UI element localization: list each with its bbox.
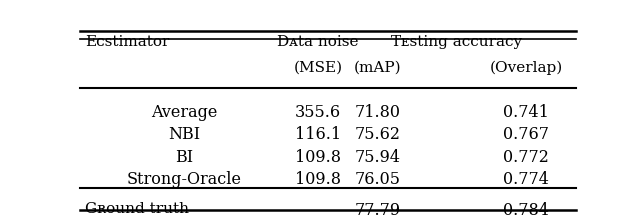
Text: 77.79: 77.79 (355, 202, 401, 219)
Text: NBI: NBI (168, 126, 200, 143)
Text: 71.80: 71.80 (355, 104, 401, 121)
Text: Strong-Oracle: Strong-Oracle (127, 171, 242, 188)
Text: Eᴄstimator: Eᴄstimator (85, 35, 170, 49)
Text: 109.8: 109.8 (295, 171, 341, 188)
Text: Gʀound truth: Gʀound truth (85, 202, 189, 216)
Text: 75.62: 75.62 (355, 126, 401, 143)
Text: 0.767: 0.767 (504, 126, 549, 143)
Text: 0.772: 0.772 (504, 149, 549, 166)
Text: 0.774: 0.774 (504, 171, 549, 188)
Text: 0.784: 0.784 (504, 202, 549, 219)
Text: 76.05: 76.05 (355, 171, 401, 188)
Text: Average: Average (151, 104, 218, 121)
Text: -: - (316, 202, 321, 219)
Text: 0.741: 0.741 (504, 104, 549, 121)
Text: (mAP): (mAP) (354, 61, 401, 75)
Text: Tᴇsting accuracy: Tᴇsting accuracy (392, 35, 522, 49)
Text: 75.94: 75.94 (355, 149, 401, 166)
Text: (Overlap): (Overlap) (490, 61, 563, 76)
Text: 116.1: 116.1 (295, 126, 341, 143)
Text: BI: BI (175, 149, 193, 166)
Text: (MSE): (MSE) (294, 61, 342, 75)
Text: 355.6: 355.6 (295, 104, 341, 121)
Text: 109.8: 109.8 (295, 149, 341, 166)
Text: Dᴀta noise: Dᴀta noise (277, 35, 359, 49)
